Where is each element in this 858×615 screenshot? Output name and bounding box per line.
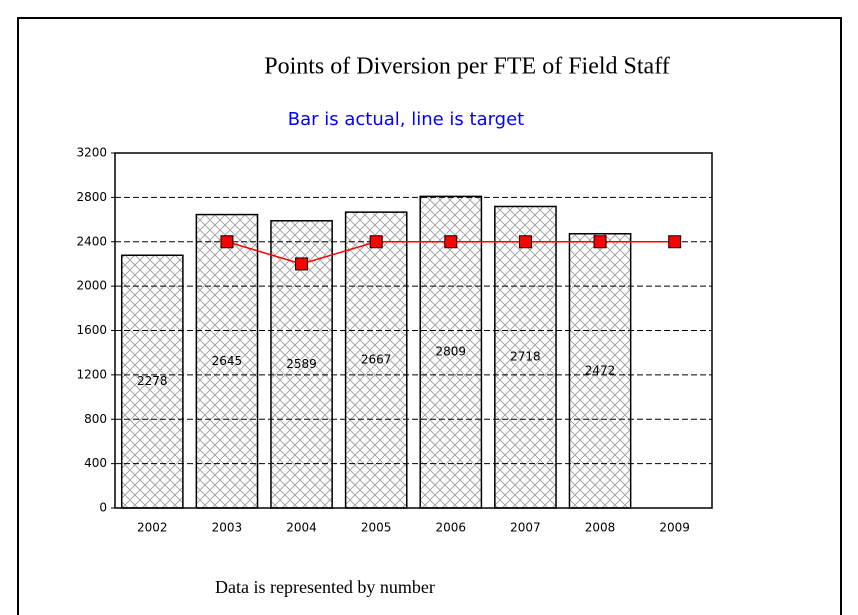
footer: Data is represented by number xyxy=(215,577,435,597)
bar xyxy=(120,254,184,509)
x-tick-label: 2003 xyxy=(212,521,243,535)
data-label: 2278 xyxy=(137,374,168,388)
target-marker xyxy=(369,235,383,249)
x-tick-label: 2008 xyxy=(585,521,616,535)
bar xyxy=(494,205,557,509)
plot-border xyxy=(114,152,713,509)
frame xyxy=(17,17,842,615)
chart-subtitle: Bar is actual, line is target xyxy=(288,109,525,130)
x-tick-label: 2005 xyxy=(361,521,392,535)
y-tick-label: 3200 xyxy=(76,146,107,160)
x-tick-label: 2004 xyxy=(286,521,317,535)
y-tick-label: 2000 xyxy=(76,279,107,293)
data-label: 2589 xyxy=(286,357,317,371)
chart-title: Points of Diversion per FTE of Field Sta… xyxy=(264,54,670,80)
data-label: 2809 xyxy=(436,345,467,359)
target-marker xyxy=(593,235,607,249)
y-tick-label: 400 xyxy=(84,456,107,470)
bar xyxy=(344,211,408,509)
x-tick-label: 2006 xyxy=(436,521,467,535)
y-tick-label: 800 xyxy=(84,412,107,426)
data-label: 2718 xyxy=(510,350,541,364)
target-marker xyxy=(444,235,458,249)
data-label: 2667 xyxy=(361,353,392,367)
y-tick-label: 2400 xyxy=(76,234,107,248)
x-tick-label: 2007 xyxy=(510,521,541,535)
bar xyxy=(568,233,632,509)
x-tick-label: 2002 xyxy=(137,521,168,535)
y-tick-label: 2800 xyxy=(76,190,107,204)
target-marker xyxy=(668,235,682,249)
data-label: 2645 xyxy=(212,354,243,368)
target-marker xyxy=(295,257,309,271)
data-label: 2472 xyxy=(585,363,616,377)
y-tick-label: 1200 xyxy=(76,367,107,381)
x-tick-label: 2009 xyxy=(659,521,690,535)
target-marker xyxy=(220,235,234,249)
bar xyxy=(419,195,483,509)
y-tick-label: 0 xyxy=(99,501,107,515)
target-marker xyxy=(518,235,532,249)
y-tick-label: 1600 xyxy=(76,323,107,337)
